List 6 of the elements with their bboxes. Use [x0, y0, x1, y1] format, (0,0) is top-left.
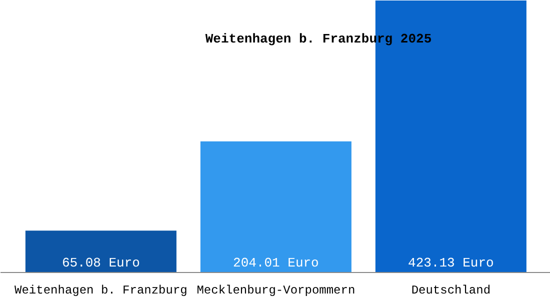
data-label: 65.08 Euro — [62, 256, 140, 270]
data-label: 423.13 Euro — [408, 256, 494, 270]
data-label: 204.01 Euro — [233, 256, 319, 270]
x-tick-label: Deutschland — [411, 284, 491, 298]
x-tick-label: Weitenhagen b. Franzburg — [14, 284, 188, 298]
x-tick-label: Mecklenburg-Vorpommern — [196, 284, 356, 298]
